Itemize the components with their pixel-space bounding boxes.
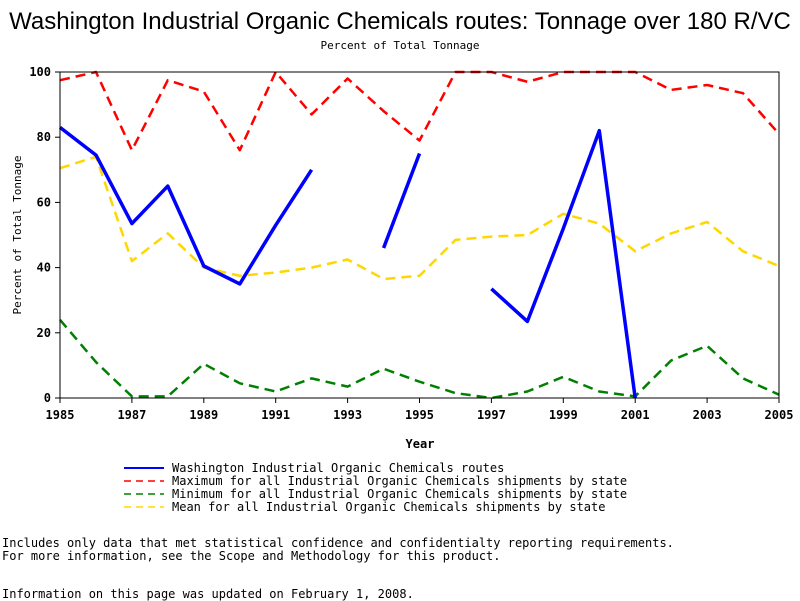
note-methodology: For more information, see the Scope and … <box>2 549 501 563</box>
x-tick-label: 2001 <box>621 408 650 422</box>
x-tick-label: 1989 <box>189 408 218 422</box>
y-tick-label: 80 <box>37 130 51 144</box>
chart-subtitle: Percent of Total Tonnage <box>320 39 480 52</box>
x-tick-label: 1987 <box>117 408 146 422</box>
x-axis-label: Year <box>406 437 435 451</box>
series-line-maximum-for-all-industrial-organic-chemicals-shipments-by-state <box>59 70 780 152</box>
y-axis: 0 20 40 60 80 100 <box>29 65 60 405</box>
x-tick-label: 1999 <box>549 408 578 422</box>
series-line-mean-for-all-industrial-organic-chemicals-shipments-by-state <box>59 155 780 281</box>
y-tick-label: 20 <box>37 326 51 340</box>
legend-label: Mean for all Industrial Organic Chemical… <box>172 500 605 514</box>
series-line-minimum-for-all-industrial-organic-chemicals-shipments-by-state <box>59 318 780 400</box>
x-axis: 1985 1987 1989 1991 1993 1995 1997 1999 2001 2003… <box>46 398 794 422</box>
series-layer <box>58 70 780 400</box>
series-line-washington-industrial-organic-chemicals-routes <box>381 152 422 249</box>
y-tick-label: 100 <box>29 65 51 79</box>
x-tick-label: 1991 <box>261 408 290 422</box>
x-tick-label: 1997 <box>477 408 506 422</box>
legend: Washington Industrial Organic Chemicals … <box>124 461 627 514</box>
note-confidence: Includes only data that met statistical … <box>2 536 674 550</box>
y-tick-label: 40 <box>37 261 51 275</box>
chart-title: Washington Industrial Organic Chemicals … <box>9 8 791 35</box>
legend-label: Maximum for all Industrial Organic Chemi… <box>172 474 627 488</box>
y-axis-label: Percent of Total Tonnage <box>11 156 24 315</box>
legend-label: Minimum for all Industrial Organic Chemi… <box>172 487 627 501</box>
series-line-washington-industrial-organic-chemicals-routes <box>58 126 314 286</box>
series-line-washington-industrial-organic-chemicals-routes <box>490 128 637 399</box>
x-tick-label: 1993 <box>333 408 362 422</box>
line-chart: 1985 1987 1989 1991 1993 1995 1997 1999 2001 2003… <box>11 65 794 514</box>
legend-label: Washington Industrial Organic Chemicals … <box>172 461 504 475</box>
x-tick-label: 1985 <box>46 408 75 422</box>
x-tick-label: 2003 <box>693 408 722 422</box>
x-tick-label: 2005 <box>765 408 794 422</box>
y-tick-label: 0 <box>44 391 51 405</box>
note-updated: Information on this page was updated on … <box>2 587 414 601</box>
x-tick-label: 1995 <box>405 408 434 422</box>
y-tick-label: 60 <box>37 195 51 209</box>
